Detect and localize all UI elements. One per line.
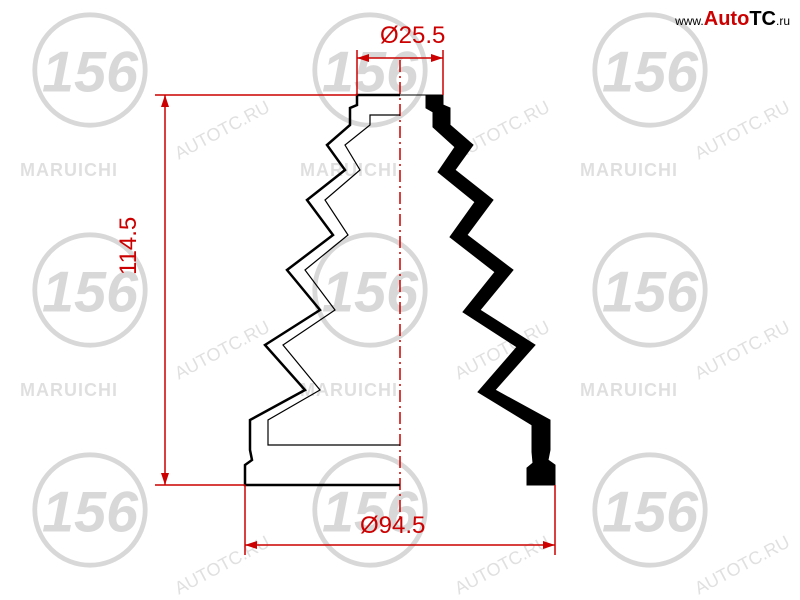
watermark-site: AUTOTC.RU [451, 97, 553, 165]
svg-text:156: 156 [42, 481, 139, 545]
site-logo: www.AutoTC.ru [675, 8, 790, 31]
watermark-logo: 156 [30, 450, 150, 570]
watermark-site: AUTOTC.RU [691, 97, 793, 165]
watermark-brand: MARUICHI [20, 160, 118, 181]
watermark-site: AUTOTC.RU [171, 97, 273, 165]
svg-text:156: 156 [322, 261, 419, 325]
watermark-site: AUTOTC.RU [451, 532, 553, 600]
watermark-logo: 156 [30, 10, 150, 130]
watermark-logo: 156 [310, 230, 430, 350]
technical-drawing [0, 0, 800, 600]
watermark-site: AUTOTC.RU [171, 317, 273, 385]
svg-text:156: 156 [602, 41, 699, 105]
dim-height: 114.5 [115, 217, 143, 275]
watermark-logo: 156 [310, 450, 430, 570]
svg-text:156: 156 [602, 481, 699, 545]
watermark-site: AUTOTC.RU [451, 317, 553, 385]
dim-bottom-diameter: Ø94.5 [360, 512, 425, 540]
watermark-site: AUTOTC.RU [691, 532, 793, 600]
watermark-logo: 156 [590, 450, 710, 570]
watermark-site: AUTOTC.RU [691, 317, 793, 385]
svg-text:156: 156 [42, 41, 139, 105]
svg-text:156: 156 [322, 41, 419, 105]
watermark-site: AUTOTC.RU [171, 532, 273, 600]
watermark-brand: MARUICHI [580, 160, 678, 181]
dim-top-diameter: Ø25.5 [380, 22, 445, 50]
watermark-brand: MARUICHI [580, 380, 678, 401]
watermark-brand: MARUICHI [20, 380, 118, 401]
watermark-logo: 156 [590, 230, 710, 350]
watermark-brand: MARUICHI [300, 380, 398, 401]
svg-text:156: 156 [602, 261, 699, 325]
watermark-brand: MARUICHI [300, 160, 398, 181]
